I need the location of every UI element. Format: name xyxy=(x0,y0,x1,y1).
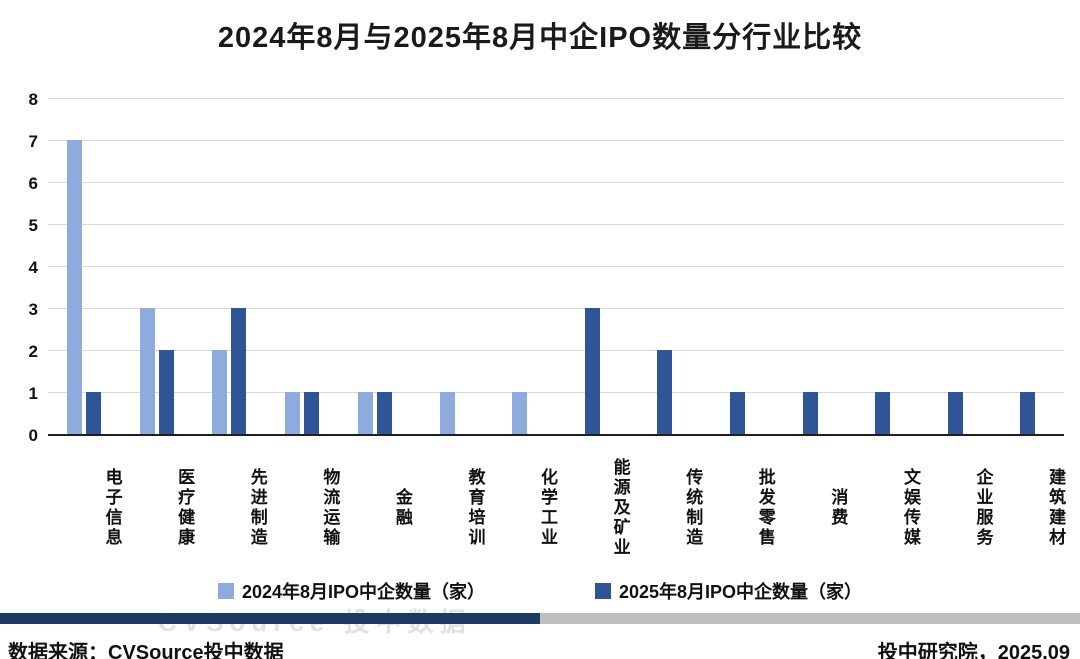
divider-bar xyxy=(0,613,1080,624)
bar-group xyxy=(338,100,411,434)
bar-group xyxy=(919,100,992,434)
legend: 2024年8月IPO中企数量（家） 2025年8月IPO中企数量（家） xyxy=(0,576,1080,606)
data-source-text: 数据来源：CVSource投中数据 xyxy=(8,642,284,659)
x-axis-label: 企业服务 xyxy=(973,468,993,548)
bar xyxy=(376,392,392,434)
y-tick-label: 6 xyxy=(28,174,38,193)
bar-group xyxy=(774,100,847,434)
bar xyxy=(139,308,155,434)
legend-label-2025: 2025年8月IPO中企数量（家） xyxy=(619,582,863,602)
gridline xyxy=(48,224,1064,225)
publisher-text: 投中研究院，2025.09 xyxy=(877,642,1070,659)
bar-group xyxy=(992,100,1065,434)
plot-area xyxy=(48,98,1064,436)
bar-group xyxy=(266,100,339,434)
x-axis-label: 传统制造 xyxy=(683,468,703,548)
y-tick-label: 2 xyxy=(28,342,38,361)
footer: 数据来源：CVSource投中数据 投中研究院，2025.09 xyxy=(0,636,1080,659)
bar xyxy=(212,350,228,434)
gridline xyxy=(48,98,1064,99)
x-axis-label: 文娱传媒 xyxy=(900,468,920,548)
y-tick-label: 7 xyxy=(28,132,38,151)
x-axis-label: 能源及矿业 xyxy=(610,458,630,558)
bar xyxy=(158,350,174,434)
bar xyxy=(231,308,247,434)
bar xyxy=(729,392,745,434)
bar-group xyxy=(121,100,194,434)
legend-swatch-2024 xyxy=(217,583,234,599)
bar xyxy=(947,392,963,434)
bar-group xyxy=(629,100,702,434)
page-title: 2024年8月与2025年8月中企IPO数量分行业比较 xyxy=(217,22,863,54)
bar-group xyxy=(48,100,121,434)
bar xyxy=(285,392,301,434)
y-tick-label: 8 xyxy=(28,90,38,109)
bar xyxy=(512,392,528,434)
x-axis-label: 物流运输 xyxy=(320,468,340,548)
x-axis-label: 医疗健康 xyxy=(175,468,195,548)
divider-left-segment xyxy=(0,613,540,624)
gridline xyxy=(48,140,1064,141)
bar xyxy=(802,392,818,434)
x-axis-label: 批发零售 xyxy=(755,468,775,548)
x-axis-label: 先进制造 xyxy=(247,468,267,548)
bar xyxy=(657,350,673,434)
bar xyxy=(875,392,891,434)
chart: 0 1 2 3 4 5 6 7 8 xyxy=(12,91,1064,445)
bar-groups xyxy=(48,100,1064,434)
x-axis-label: 化学工业 xyxy=(538,468,558,548)
bar xyxy=(304,392,320,434)
bar-group xyxy=(483,100,556,434)
legend-item-2024: 2024年8月IPO中企数量（家） xyxy=(217,578,485,604)
gridline xyxy=(48,308,1064,309)
legend-label-2024: 2024年8月IPO中企数量（家） xyxy=(241,582,485,602)
bar-group xyxy=(193,100,266,434)
x-axis-label: 消费 xyxy=(828,488,848,528)
x-axis-label: 电子信息 xyxy=(102,468,122,548)
gridline xyxy=(48,266,1064,267)
bar xyxy=(357,392,373,434)
bar-group xyxy=(411,100,484,434)
bar-group xyxy=(556,100,629,434)
y-tick-label: 4 xyxy=(28,258,38,277)
bar-group xyxy=(846,100,919,434)
legend-swatch-2025 xyxy=(595,583,611,599)
x-axis-label: 建筑建材 xyxy=(1046,468,1066,548)
y-tick-label: 0 xyxy=(28,426,38,445)
divider-right-segment xyxy=(540,613,1080,624)
bar xyxy=(1020,392,1036,434)
bar xyxy=(439,392,455,434)
x-axis-label: 教育培训 xyxy=(465,468,485,548)
gridline xyxy=(48,182,1064,183)
bar xyxy=(86,392,102,434)
gridline xyxy=(48,392,1064,393)
y-tick-label: 3 xyxy=(28,300,38,319)
bar xyxy=(67,140,83,434)
bar xyxy=(584,308,600,434)
legend-item-2025: 2025年8月IPO中企数量（家） xyxy=(595,578,862,604)
y-tick-label: 5 xyxy=(28,216,38,235)
x-axis-label: 金融 xyxy=(392,488,412,528)
gridline xyxy=(48,350,1064,351)
y-tick-label: 1 xyxy=(28,384,38,403)
bar-group xyxy=(701,100,774,434)
x-axis: 电子信息 医疗健康 先进制造 物流运输 金融 教育培训 化学工业 能源及矿业 传统制造 批发零售 消… xyxy=(48,442,1066,574)
y-axis: 0 1 2 3 4 5 6 7 8 xyxy=(12,91,48,445)
